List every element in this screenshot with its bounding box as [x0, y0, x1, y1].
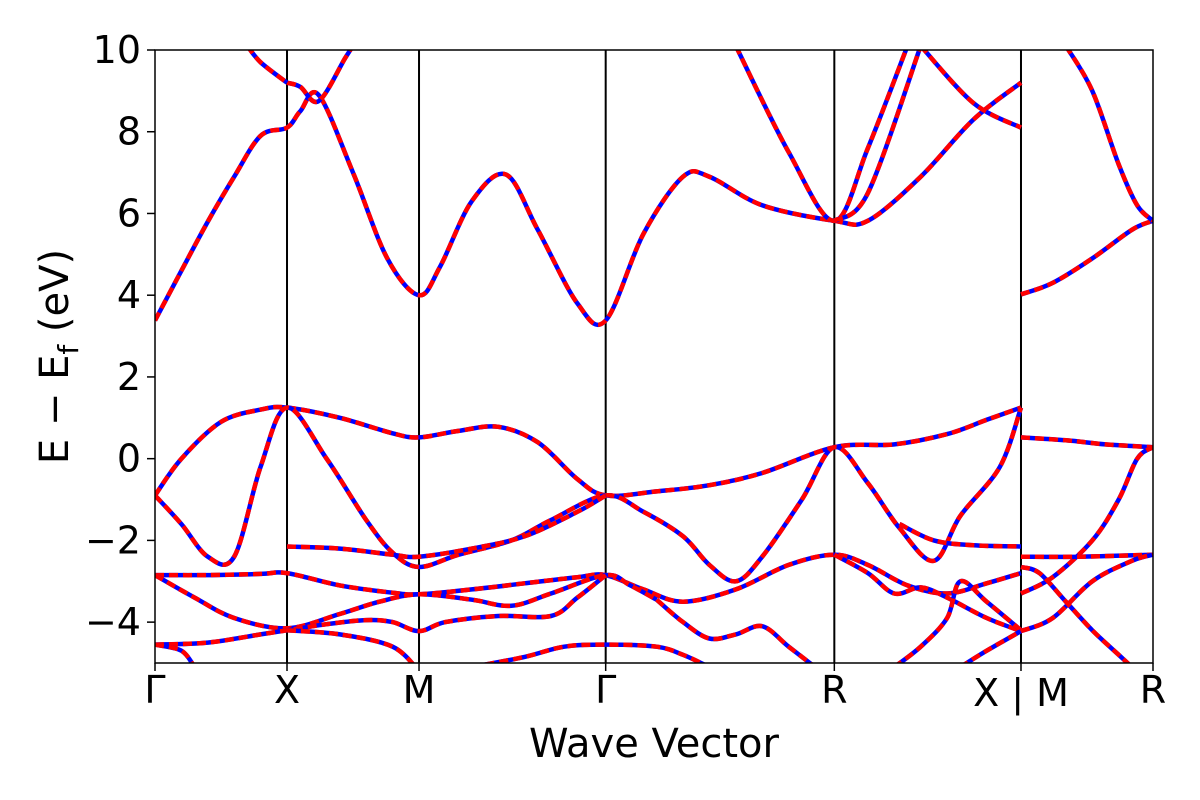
x-tick-label: R — [1140, 668, 1166, 712]
band-line-red — [735, 50, 909, 224]
x-tick-label: X | M — [973, 671, 1069, 716]
band-line-red — [286, 493, 607, 560]
band-line-red — [962, 629, 1023, 663]
y-tick-label: 6 — [117, 191, 141, 235]
band-line-red — [1065, 50, 1153, 223]
band-line-red — [1020, 435, 1153, 450]
band-line-blue — [735, 50, 909, 224]
band-line-blue — [1020, 552, 1153, 634]
band-line-red — [833, 552, 1022, 634]
band-line-blue — [155, 572, 658, 631]
y-tick-label: 0 — [117, 437, 141, 481]
y-axis-ticks: −4 −2 0 2 4 6 8 10 — [85, 28, 155, 644]
x-tick-label: R — [821, 668, 847, 712]
band-line-red — [1020, 552, 1153, 634]
band-line-blue — [1020, 218, 1153, 297]
band-line-blue — [832, 50, 922, 223]
band-line-blue — [155, 573, 608, 647]
x-tick-label: Γ — [144, 668, 165, 712]
band-line-red — [1020, 564, 1131, 663]
x-tick-label: Γ — [595, 668, 616, 712]
y-axis-title: E − Ef (eV) — [32, 249, 85, 464]
band-line-blue — [921, 50, 1023, 130]
y-tick-label: 2 — [117, 355, 141, 399]
band-line-blue — [155, 405, 1024, 584]
y-tick-label: −2 — [85, 518, 141, 562]
band-line-red — [286, 50, 353, 105]
band-line-red — [898, 522, 1022, 549]
x-tick-label: M — [403, 668, 436, 712]
y-axis-title-main: E − E — [32, 355, 78, 465]
x-axis-ticks: Γ X M Γ R X | M R — [144, 663, 1166, 716]
band-line-red — [155, 642, 195, 663]
band-line-red — [896, 578, 1023, 663]
band-line-red — [1019, 445, 1153, 596]
band-line-red — [155, 573, 608, 647]
band-line-red — [247, 50, 289, 85]
band-line-blue — [155, 404, 1022, 499]
y-tick-label: 4 — [117, 273, 141, 317]
band-line-red — [1020, 218, 1153, 297]
band-line-red — [155, 405, 1024, 584]
x-tick-label: X — [274, 668, 300, 712]
band-line-blue — [655, 597, 814, 663]
band-line-red — [155, 80, 1023, 328]
band-line-red — [655, 597, 814, 663]
band-line-red — [155, 572, 658, 631]
x-axis-title: Wave Vector — [529, 721, 780, 767]
y-axis-title-subscript: f — [52, 344, 85, 355]
band-line-red — [1020, 552, 1153, 560]
y-tick-label: −4 — [85, 600, 141, 644]
plot-frame — [154, 49, 1154, 664]
band-line-blue — [1065, 50, 1153, 223]
band-line-red — [155, 404, 1022, 499]
band-line-red — [286, 628, 415, 663]
y-tick-label: 10 — [93, 28, 141, 72]
band-line-red — [921, 50, 1023, 130]
band-line-red — [481, 642, 707, 663]
y-tick-label: 8 — [117, 110, 141, 154]
band-lines — [155, 50, 1153, 663]
high-symmetry-lines — [286, 50, 1022, 663]
band-line-red — [832, 50, 922, 223]
y-axis-title-unit: (eV) — [32, 249, 78, 345]
